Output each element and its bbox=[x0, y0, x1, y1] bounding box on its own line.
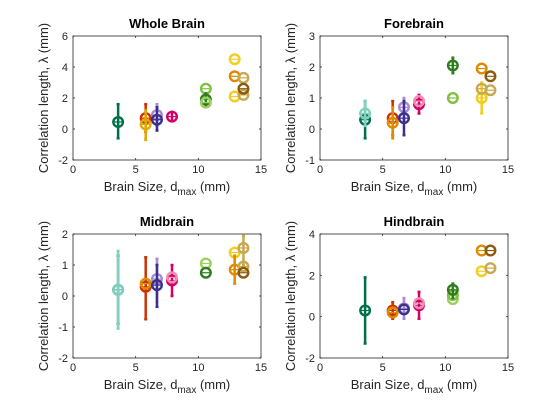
panel-title: Midbrain bbox=[140, 214, 194, 229]
y-tick-label: 6 bbox=[62, 31, 68, 43]
x-tick-label: 15 bbox=[255, 164, 267, 176]
panel-title: Forebrain bbox=[384, 16, 444, 31]
y-tick-label: 4 bbox=[309, 229, 315, 241]
axes-frame bbox=[319, 233, 509, 359]
x-tick-label: 10 bbox=[192, 362, 204, 374]
y-axis-label: Correlation length, λ (mm) bbox=[283, 23, 298, 173]
x-axis-label: Brain Size, dmax (mm) bbox=[104, 179, 231, 198]
y-tick-label: 2 bbox=[62, 229, 68, 241]
x-tick-label: 5 bbox=[133, 164, 139, 176]
x-tick-label: 0 bbox=[317, 164, 323, 176]
x-tick-label: 15 bbox=[255, 362, 267, 374]
y-tick-label: 1 bbox=[62, 260, 68, 272]
y-tick-label: 2 bbox=[62, 93, 68, 105]
x-tick-label: 15 bbox=[502, 362, 514, 374]
y-axis-label: Correlation length, λ (mm) bbox=[36, 221, 51, 371]
x-tick-label: 5 bbox=[133, 362, 139, 374]
y-tick-label: 0 bbox=[62, 124, 68, 136]
y-tick-label: 0 bbox=[309, 124, 315, 136]
x-axis-label: Brain Size, dmax (mm) bbox=[351, 377, 478, 396]
x-axis-label: Brain Size, dmax (mm) bbox=[351, 179, 478, 198]
y-tick-label: -1 bbox=[305, 155, 315, 167]
x-tick-label: 10 bbox=[439, 362, 451, 374]
y-tick-label: 4 bbox=[62, 62, 68, 74]
x-tick-label: 5 bbox=[380, 362, 386, 374]
y-tick-label: -1 bbox=[58, 322, 68, 334]
y-tick-label: 0 bbox=[62, 291, 68, 303]
x-tick-label: 0 bbox=[70, 362, 76, 374]
panel-title: Whole Brain bbox=[129, 16, 205, 31]
panel-title: Hindbrain bbox=[384, 214, 445, 229]
y-tick-label: 0 bbox=[309, 312, 315, 324]
y-tick-label: 2 bbox=[309, 270, 315, 282]
x-tick-label: 0 bbox=[70, 164, 76, 176]
x-tick-label: 0 bbox=[317, 362, 323, 374]
x-tick-label: 10 bbox=[439, 164, 451, 176]
x-tick-label: 15 bbox=[502, 164, 514, 176]
y-axis-label: Correlation length, λ (mm) bbox=[283, 221, 298, 371]
panel-3: 0 5 10 15 -2 -1 0 1 2 Midbrain Brain Size, dmax (m… bbox=[36, 214, 267, 396]
y-tick-label: -2 bbox=[305, 353, 315, 365]
y-tick-label: 2 bbox=[309, 62, 315, 74]
y-tick-label: 3 bbox=[309, 31, 315, 43]
y-axis-label: Correlation length, λ (mm) bbox=[36, 23, 51, 173]
y-tick-label: -2 bbox=[58, 155, 68, 167]
y-tick-label: -2 bbox=[58, 353, 68, 365]
x-axis-label: Brain Size, dmax (mm) bbox=[104, 377, 231, 396]
y-tick-label: 1 bbox=[309, 93, 315, 105]
x-tick-label: 10 bbox=[192, 164, 204, 176]
x-tick-label: 5 bbox=[380, 164, 386, 176]
